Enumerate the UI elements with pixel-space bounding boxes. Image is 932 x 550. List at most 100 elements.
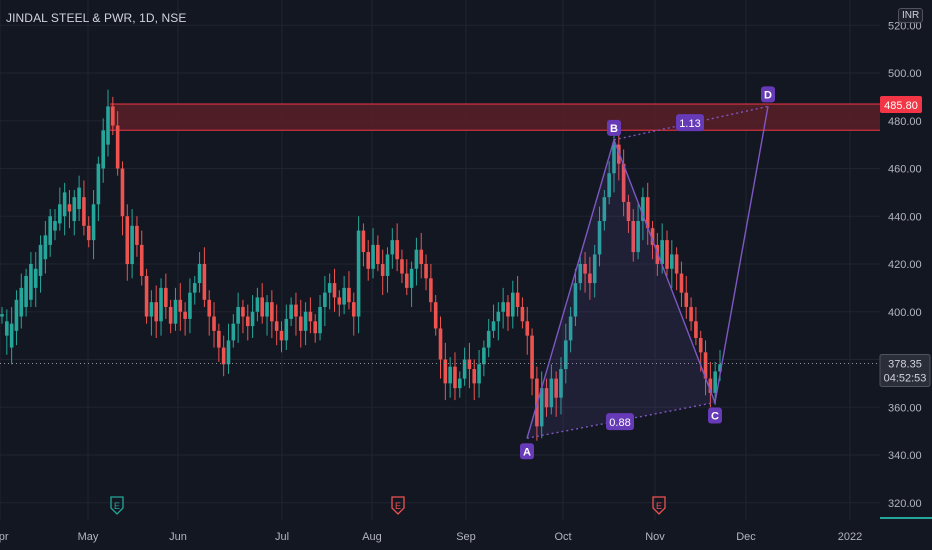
pattern-point-d[interactable]: D: [761, 86, 775, 103]
pattern-point-c[interactable]: C: [708, 407, 722, 424]
earnings-marker-shape: [391, 496, 405, 515]
candle-body: [245, 316, 250, 327]
candle-body: [457, 378, 462, 389]
candle-body: [279, 330, 284, 341]
candle-body: [472, 369, 477, 384]
candle-body: [539, 388, 544, 427]
candle-body: [82, 197, 86, 226]
candle-body: [323, 292, 327, 307]
ratio-badge-value: 1.13: [679, 118, 700, 130]
time-tick-label: May: [78, 531, 99, 543]
candle-body: [390, 240, 395, 255]
candle-body: [19, 287, 24, 317]
candle-body: [530, 335, 534, 379]
currency-badge[interactable]: INR: [898, 8, 924, 23]
time-tick-label: Oct: [554, 531, 571, 543]
countdown-text: 04:52:53: [884, 372, 927, 384]
candles: [0, 89, 880, 441]
candle-body: [597, 221, 602, 255]
candle-body: [674, 254, 679, 274]
candle-body: [250, 311, 255, 327]
time-axis: Apr May Jun Jul Aug Sep Oct Nov Dec 2022: [0, 531, 862, 543]
candle-body: [332, 283, 337, 298]
ratio-badge[interactable]: 1.13: [676, 114, 704, 132]
candle-body: [183, 311, 187, 319]
candle-body: [588, 273, 592, 284]
price-axis: 520.00 500.00 480.00 460.00 440.00 420.00 400.…: [880, 20, 932, 519]
earnings-event-icon[interactable]: E: [110, 496, 124, 515]
price-badges: 485.80 378.35 04:52:53: [879, 96, 931, 387]
pattern-point-b[interactable]: B: [607, 119, 621, 136]
candle-body: [14, 299, 19, 331]
symbol-title: JINDAL STEEL & PWR, 1D, NSE: [6, 11, 187, 25]
candle-body: [607, 173, 611, 198]
time-tick-label: Jun: [169, 531, 187, 543]
candle-body: [154, 302, 159, 322]
candle-body: [111, 106, 115, 126]
candle-body: [602, 197, 607, 222]
earnings-marker-label: E: [114, 501, 120, 511]
ratio-line-bd: [613, 105, 769, 141]
candle-body: [670, 254, 674, 269]
resistance-badge-text: 485.80: [884, 100, 918, 112]
candle-body: [612, 144, 616, 174]
candle-body: [231, 323, 236, 341]
candle-body: [477, 364, 481, 384]
candle-body: [149, 302, 154, 317]
pattern-point-a[interactable]: A: [520, 443, 534, 460]
price-tick-label: 520.00: [888, 20, 922, 32]
candle-body: [106, 106, 110, 145]
candle-body: [327, 283, 332, 293]
candle-body: [563, 340, 568, 370]
candle-body: [5, 321, 9, 336]
earnings-event-icon[interactable]: E: [391, 496, 405, 515]
candle-body: [91, 204, 96, 241]
resistance-zone-fill: [110, 104, 880, 131]
candle-body: [130, 225, 134, 264]
time-tick-label: Aug: [362, 531, 382, 543]
candle-body: [376, 244, 380, 264]
time-tick-label: Nov: [645, 531, 665, 543]
candle-body: [241, 306, 245, 317]
candle-body: [77, 187, 81, 210]
candle-body: [29, 264, 33, 300]
candle-body: [33, 268, 38, 288]
candle-body: [645, 197, 650, 229]
pattern-point-badge: [708, 407, 722, 424]
candle-body: [351, 302, 356, 317]
price-tick-label: 400.00: [888, 307, 922, 319]
candle-body: [164, 287, 168, 307]
candle-body: [689, 306, 693, 322]
pattern-point-label: A: [523, 446, 531, 458]
chart-grid: [0, 0, 880, 520]
time-tick-label: Sep: [456, 531, 476, 543]
candle-body: [318, 306, 322, 334]
candle-body: [38, 244, 43, 276]
candle-body: [573, 283, 578, 317]
candle-body: [67, 204, 72, 212]
harmonic-pattern: A B C D 0.88 1.13: [520, 86, 775, 460]
earnings-event-icon[interactable]: E: [652, 496, 666, 515]
candle-body: [429, 278, 433, 303]
candle-body: [703, 352, 708, 379]
candle-body: [294, 304, 298, 317]
candle-body: [665, 240, 669, 269]
ratio-badge[interactable]: 0.88: [606, 413, 634, 431]
candle-body: [453, 366, 457, 389]
candle-body: [217, 330, 221, 348]
candle-body: [578, 264, 583, 284]
candle-body: [592, 254, 597, 284]
candle-body: [188, 292, 192, 319]
earnings-marker-shape: [652, 496, 666, 515]
candle-body: [583, 264, 587, 274]
candle-body: [621, 163, 626, 202]
time-tick-label: 2022: [838, 531, 862, 543]
pattern-point-label: C: [711, 410, 719, 422]
candle-body: [554, 378, 558, 398]
pattern-legs: [526, 106, 769, 439]
pattern-point-badge: [607, 119, 621, 136]
candle-body: [303, 311, 308, 331]
candle-body: [115, 125, 120, 169]
last-price-badge: 378.35 04:52:53: [879, 353, 931, 387]
